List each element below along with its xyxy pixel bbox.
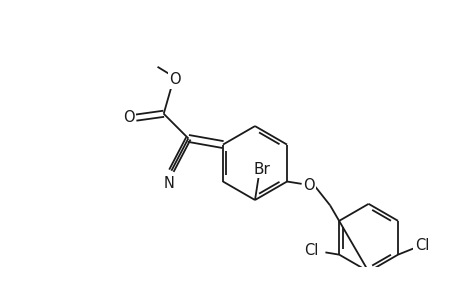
Text: O: O xyxy=(302,178,313,193)
Text: N: N xyxy=(163,176,174,190)
Text: O: O xyxy=(169,72,181,87)
Text: Cl: Cl xyxy=(304,243,318,258)
Text: Cl: Cl xyxy=(414,238,429,253)
Text: O: O xyxy=(123,110,134,125)
Text: Br: Br xyxy=(253,162,270,177)
